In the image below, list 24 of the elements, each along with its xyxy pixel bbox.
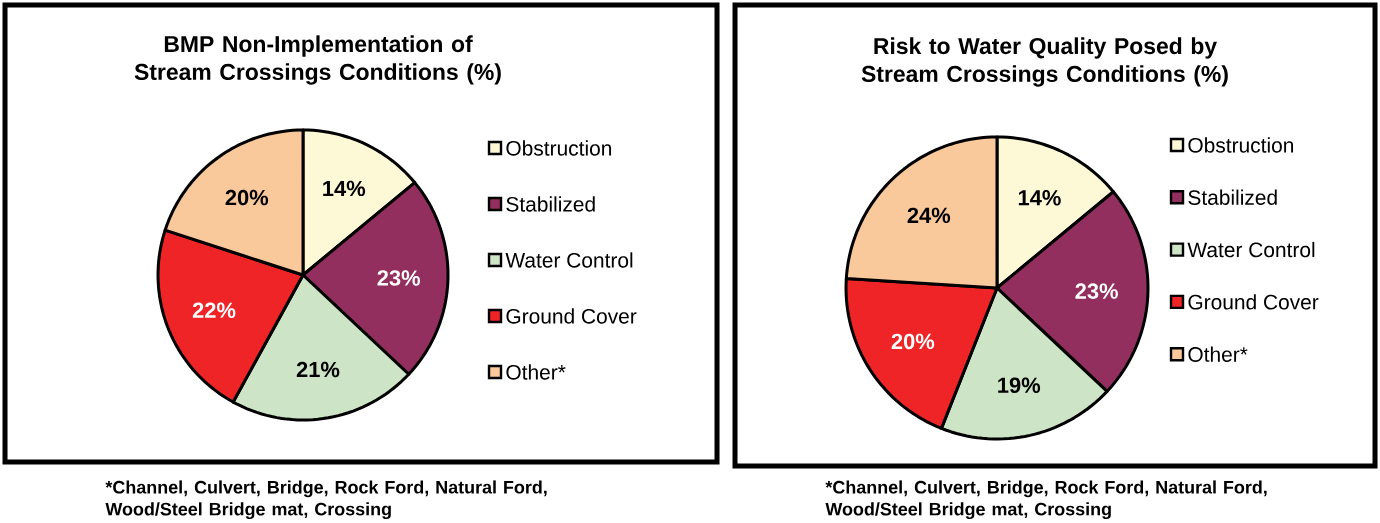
data-label: 14% (323, 180, 366, 197)
legend-label: Stabilized (506, 196, 595, 212)
legend-label: Obstruction (506, 140, 612, 156)
text: *Channel, Culvert, Bridge, Rock Ford, Natural Ford, Wood/Steel Bridge mat, Crossing (825, 480, 1267, 520)
data-label: 24% (907, 207, 951, 224)
data-label: 23% (377, 270, 421, 286)
chart-title: Risk to Water Quality Posed by Stream Crossings Conditions (%) (861, 37, 1228, 87)
data-label: 14% (1018, 190, 1061, 206)
legend-label: Water Control (505, 252, 633, 268)
legend-label: Stabilized (1188, 189, 1277, 205)
data-label: 21% (296, 361, 340, 378)
legend-label: Other* (506, 364, 566, 380)
legend-label: Ground Cover (506, 308, 637, 324)
text: *Channel, Culvert, Bridge, Rock Ford, Natural Ford, Wood/Steel Bridge mat, Crossing (105, 480, 547, 520)
legend-label: Water Control (1187, 241, 1315, 258)
legend-label: Obstruction (1188, 137, 1294, 153)
legend-label: Ground Cover (1188, 294, 1319, 310)
data-label: 22% (192, 302, 236, 318)
data-label: 20% (891, 333, 935, 350)
chart-title: BMP Non-Implementation of Stream Crossings Conditions (%) (134, 35, 501, 85)
data-label: 23% (1075, 283, 1118, 299)
data-label: 20% (225, 189, 269, 206)
legend-label: Other* (1188, 346, 1248, 362)
data-label: 19% (998, 377, 1041, 394)
